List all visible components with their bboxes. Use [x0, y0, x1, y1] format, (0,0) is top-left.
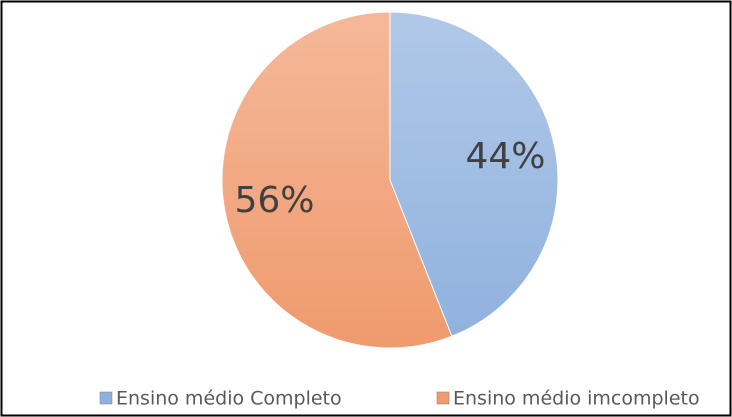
legend-swatch: [99, 391, 113, 405]
legend-swatch: [436, 391, 450, 405]
data-label: 56%: [234, 180, 314, 221]
legend: Ensino médio Completo Ensino médio imcomp…: [99, 388, 700, 410]
labels: 44% 56%: [234, 136, 545, 221]
legend-label: Ensino médio imcompleto: [453, 388, 700, 410]
legend-label: Ensino médio Completo: [116, 388, 342, 410]
data-label: 44%: [466, 136, 546, 177]
